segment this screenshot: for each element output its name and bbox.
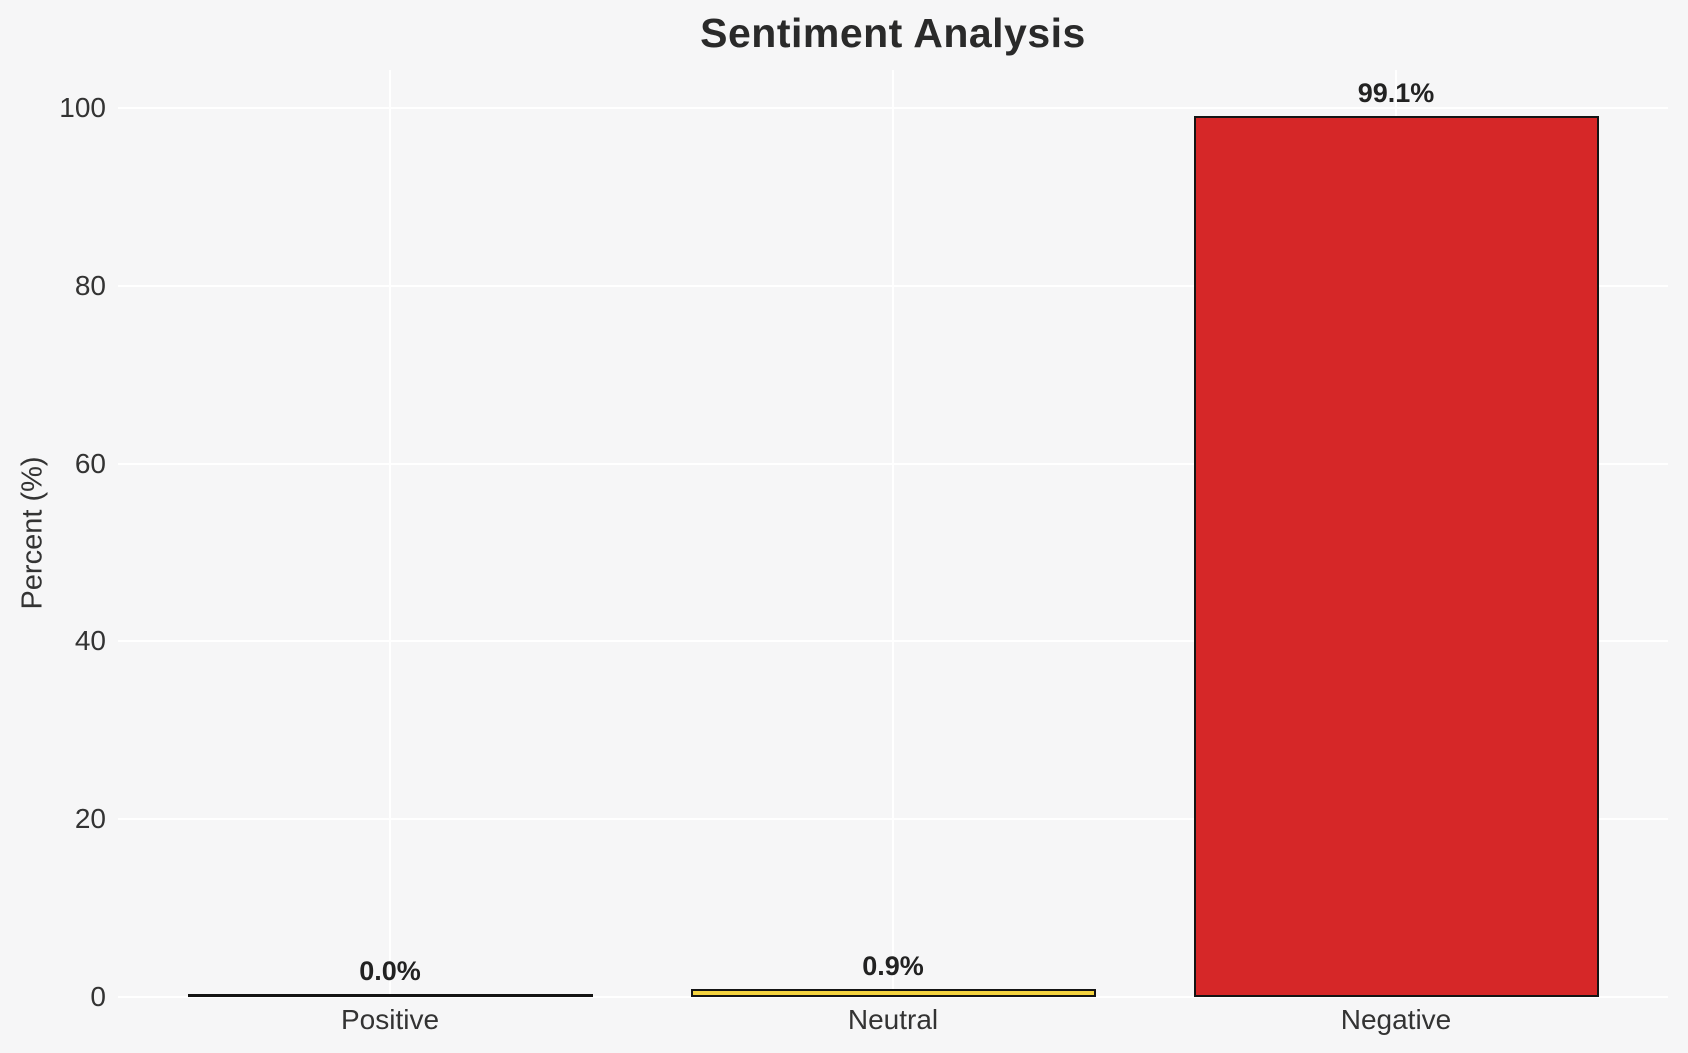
chart-title: Sentiment Analysis	[700, 10, 1086, 56]
x-tick-label-positive: Positive	[340, 1004, 440, 1035]
y-tick-label: 100	[59, 92, 106, 123]
bar-neutral	[690, 989, 1096, 997]
y-tick-label: 20	[74, 803, 106, 835]
y-tick-label: 60	[74, 447, 106, 479]
bar-value-label: 99.1%	[1357, 78, 1435, 108]
y-tick-label: 80	[74, 269, 106, 301]
vertical-gridline	[892, 70, 894, 997]
bar-positive	[187, 994, 593, 997]
bar-value-label: 0.0%	[359, 956, 421, 986]
y-axis-label: Percent (%)	[16, 456, 49, 610]
bar-negative	[1193, 116, 1599, 997]
bar-value-label: 0.9%	[862, 951, 924, 981]
horizontal-gridline	[118, 996, 1668, 998]
vertical-gridline	[389, 70, 391, 997]
plot-area: 0.0% 0.9% 99.1%	[118, 70, 1668, 998]
x-tick-label-negative: Negative	[1340, 1004, 1452, 1035]
y-tick-label: 40	[74, 625, 106, 657]
y-tick-label: 0	[90, 981, 106, 1012]
x-tick-label-neutral: Neutral	[847, 1004, 939, 1035]
